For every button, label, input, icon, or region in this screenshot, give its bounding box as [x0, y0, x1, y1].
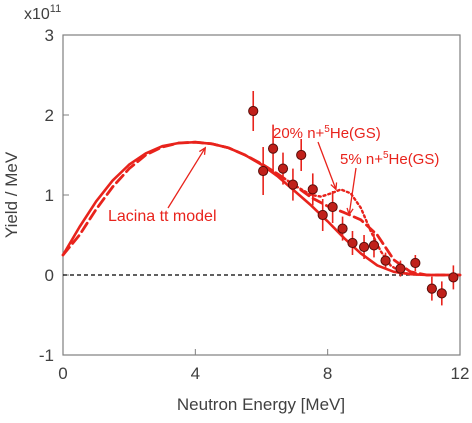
- y-tick-label: 0: [45, 266, 54, 285]
- data-point: [317, 209, 328, 221]
- data-point: [248, 105, 259, 117]
- scale-base: x10: [24, 6, 50, 23]
- data-point: [287, 179, 299, 190]
- data-point: [436, 288, 447, 299]
- ann20-post: He(GS): [330, 125, 381, 142]
- data-point: [277, 163, 289, 174]
- curve-dotted: [243, 153, 462, 277]
- annotations-layer: [167, 141, 357, 217]
- ann20-sup: 5: [324, 124, 330, 135]
- data-point: [337, 223, 348, 234]
- plot-frame: [62, 34, 461, 356]
- annotation-lacina-tt-model: Lacina tt model: [108, 208, 217, 225]
- ann5-arrow-line: [348, 167, 357, 215]
- data-point: [410, 257, 421, 269]
- ann5-arrow-head: [346, 207, 354, 217]
- x-tick-label: 8: [323, 364, 332, 383]
- data-point: [368, 240, 380, 251]
- y-axis-label: Yield / MeV: [2, 151, 21, 238]
- ann20-arrow-head: [330, 182, 338, 191]
- scale-exponent: 11: [50, 3, 61, 15]
- axis-scale-factor: x1011: [24, 3, 61, 23]
- annotation-5pct: 5% n+5He(GS): [340, 150, 439, 168]
- x-tick-label: 4: [191, 364, 200, 383]
- data-point: [307, 184, 318, 195]
- y-tick-label: 1: [45, 186, 54, 205]
- annotation-20pct: 20% n+5He(GS): [273, 124, 381, 142]
- data-point: [358, 241, 370, 253]
- ann20-arrow-line: [317, 141, 337, 190]
- data-point: [267, 143, 279, 154]
- data-point: [258, 165, 269, 177]
- ann20-pre: 20% n+: [273, 125, 325, 142]
- lacina-arrow-head: [199, 146, 207, 155]
- data-point: [395, 263, 406, 274]
- ann5-sup: 5: [383, 150, 389, 161]
- x-axis-label: Neutron Energy [MeV]: [177, 395, 345, 414]
- data-point: [327, 201, 338, 213]
- points-layer: [248, 91, 459, 306]
- x-tick-label: 0: [58, 364, 67, 383]
- lacina-arrow-line: [167, 147, 206, 209]
- data-point: [448, 272, 459, 283]
- y-tick-label: 3: [45, 26, 54, 45]
- data-point: [296, 149, 307, 161]
- data-point: [426, 283, 437, 294]
- data-point: [347, 237, 358, 249]
- x-tick-label: 12: [451, 364, 470, 383]
- y-tick-label: -1: [39, 346, 54, 365]
- ann5-post: He(GS): [389, 151, 440, 168]
- y-tick-label: 2: [45, 106, 54, 125]
- ann5-pre: 5% n+: [340, 151, 383, 168]
- data-point: [380, 255, 391, 266]
